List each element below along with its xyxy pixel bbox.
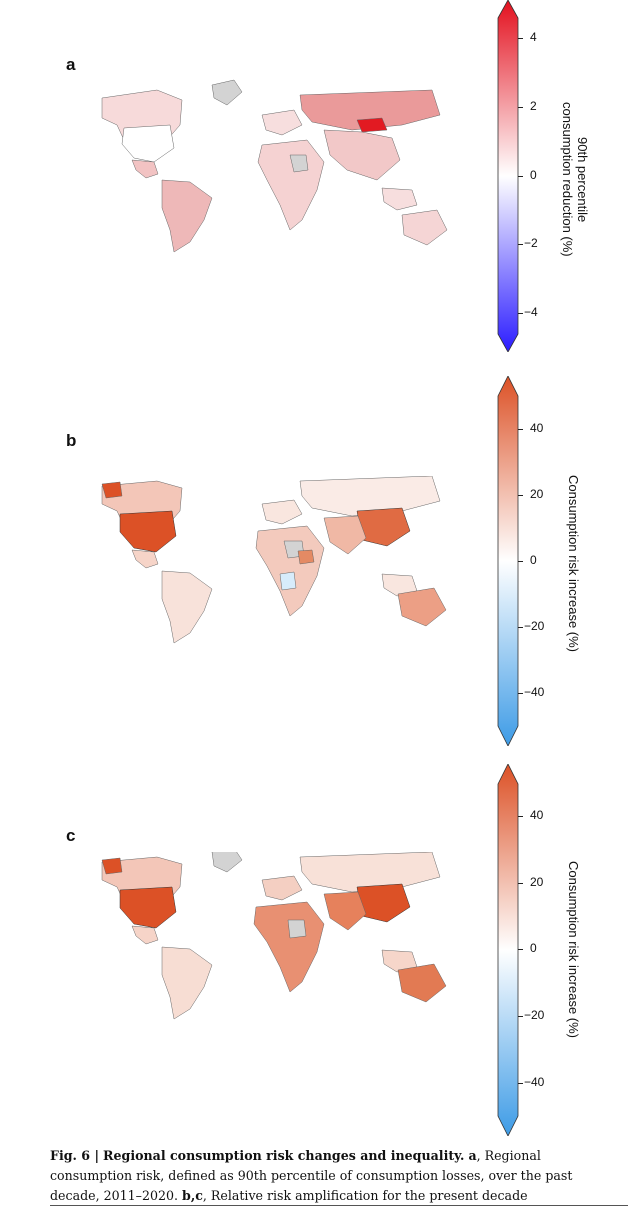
tick-label: −20 (524, 619, 545, 633)
caption-fig-number: Fig. 6 | (50, 1148, 100, 1163)
panel-a: a 4 2 0 −2 −4 (0, 0, 628, 360)
caption-title: Regional consumption risk changes and in… (103, 1148, 465, 1163)
tick-label: 0 (530, 553, 537, 567)
tick-label: 20 (530, 875, 544, 889)
colorbar-a (497, 0, 519, 352)
caption-a-label: a (468, 1148, 477, 1163)
tick-label: −2 (524, 236, 538, 250)
colorbar-c (497, 764, 519, 1136)
world-map-c (101, 852, 447, 1020)
tick-label: 20 (530, 487, 544, 501)
tick-label: 4 (530, 30, 537, 44)
panel-label-c: c (66, 826, 76, 845)
tick-label: 40 (530, 808, 544, 822)
tick-label: −40 (524, 1075, 545, 1089)
panel-label-a: a (66, 55, 76, 74)
tick-label: −20 (524, 1008, 545, 1022)
colorbar-b (497, 376, 519, 746)
colorbar-c-title: Consumption risk increase (%) (566, 861, 581, 1039)
colorbar-a-title: 90th percentile consumption reduction (%… (560, 92, 590, 267)
figure-caption: Fig. 6 | Regional consumption risk chang… (50, 1146, 580, 1206)
tick-label: 40 (530, 421, 544, 435)
colorbar-a-title-line1: 90th percentile (575, 136, 590, 223)
colorbar-b-title: Consumption risk increase (%) (566, 475, 581, 653)
world-map-b (101, 476, 447, 644)
tick-label: −4 (524, 305, 538, 319)
tick-label: 0 (530, 168, 537, 182)
caption-a-text: , Regional consumption risk, defined as … (50, 1148, 573, 1203)
tick-label: 0 (530, 941, 537, 955)
caption-bc-label: b,c (182, 1188, 203, 1203)
caption-bc-text: , Relative risk amplification for the pr… (202, 1188, 528, 1203)
panel-c: c 40 20 0 −20 (0, 764, 628, 1136)
panel-b: b 40 20 0 −20 (0, 376, 628, 746)
panel-label-b: b (66, 431, 77, 450)
tick-label: 2 (530, 99, 537, 113)
page-bottom-rule (50, 1205, 628, 1206)
tick-label: −40 (524, 685, 545, 699)
world-map-a (101, 79, 448, 253)
colorbar-a-title-line2: consumption reduction (%) (560, 102, 575, 257)
